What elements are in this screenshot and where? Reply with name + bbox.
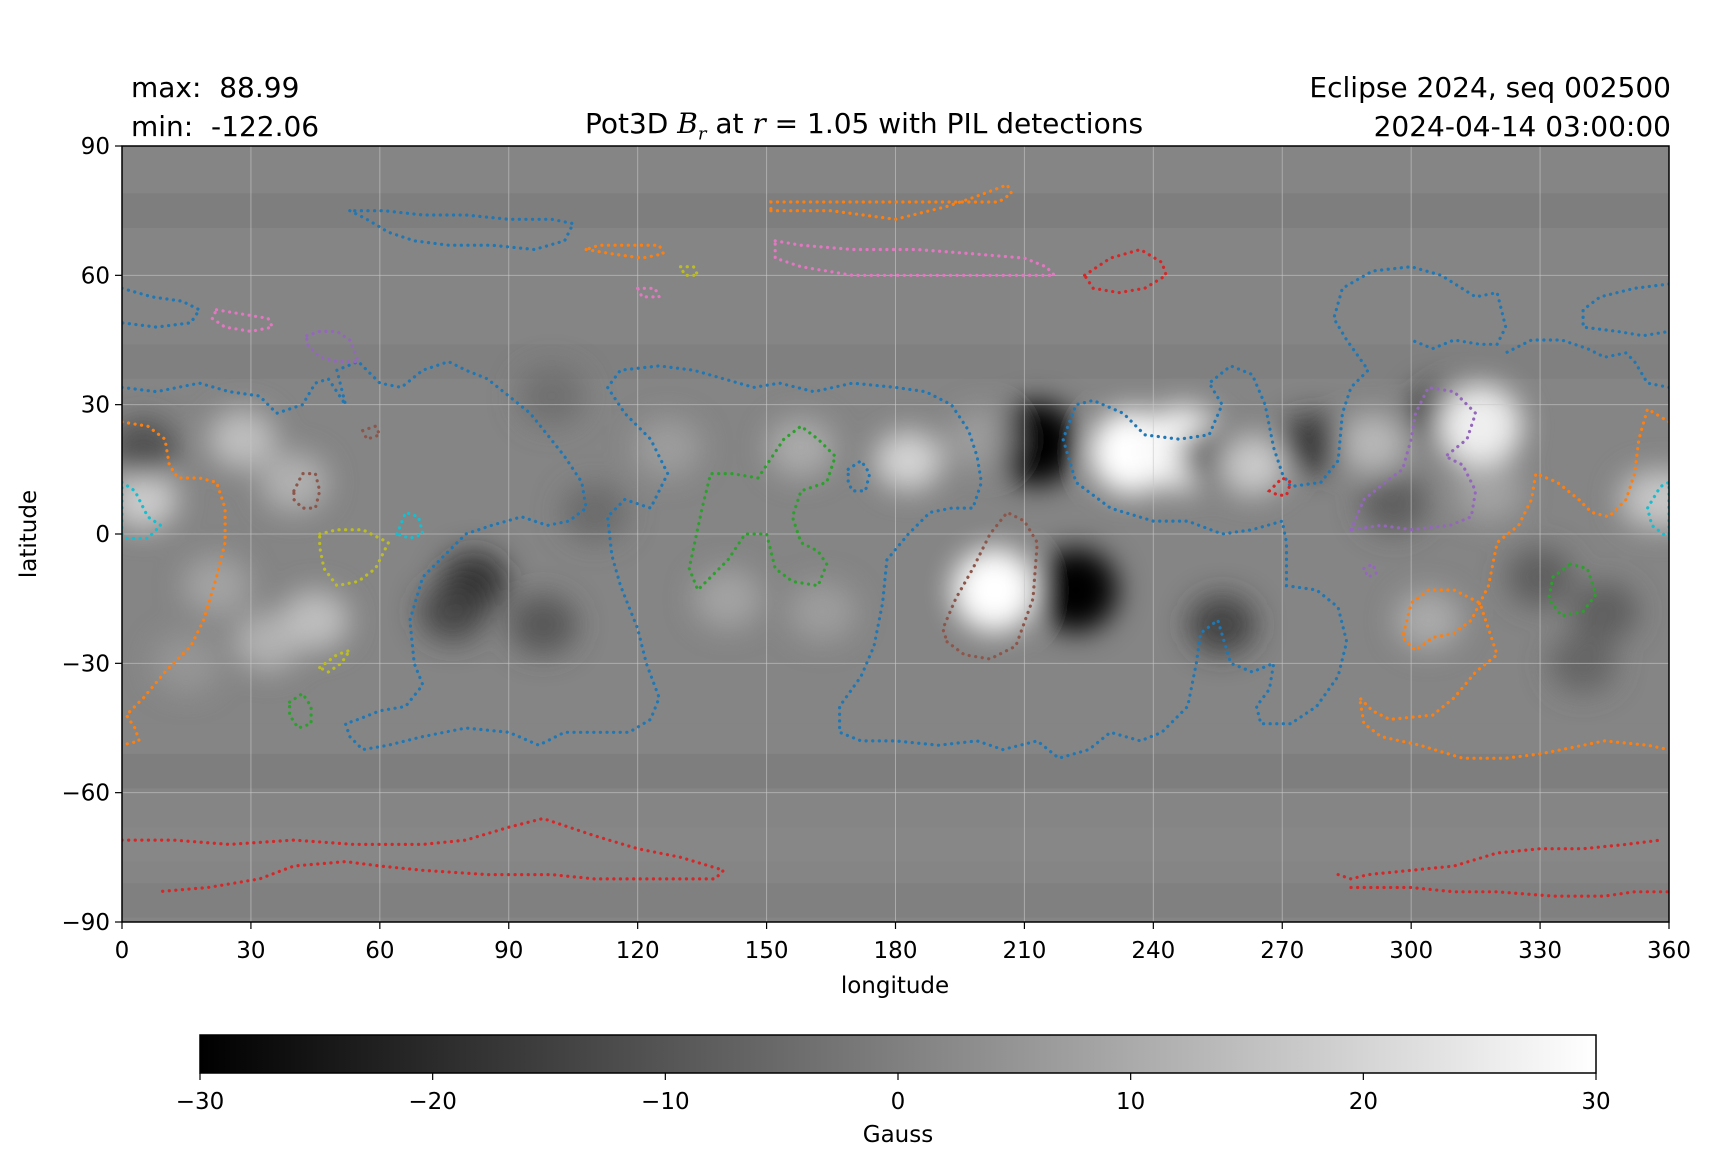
- pil-contour: [348, 209, 576, 252]
- pil-contour: [1348, 385, 1478, 532]
- field-blob: [874, 430, 943, 491]
- colorbar-tick-label: −20: [408, 1089, 457, 1115]
- pil-contour: [1645, 480, 1669, 541]
- x-tick-label: 360: [1647, 938, 1691, 964]
- x-tick-label: 30: [236, 938, 265, 964]
- info-line-1: Eclipse 2024, seq 002500: [1309, 71, 1671, 104]
- pil-contour: [1336, 838, 1663, 881]
- pil-contour: [360, 424, 383, 442]
- y-tick-label: 30: [81, 393, 110, 419]
- x-tick-label: 60: [365, 938, 394, 964]
- field-blob: [1188, 594, 1257, 655]
- field-blob: [122, 417, 178, 478]
- field-blob: [560, 482, 629, 543]
- pil-contour: [1361, 562, 1379, 580]
- title-eq: = 1.05: [765, 107, 870, 140]
- field-blob: [633, 417, 702, 478]
- field-blob: [259, 452, 328, 513]
- x-tick-label: 90: [494, 938, 523, 964]
- min-stat: min: -122.06: [131, 110, 320, 143]
- pil-contour: [122, 816, 727, 894]
- y-tick-label: 90: [81, 134, 110, 160]
- x-tick-label: 0: [115, 938, 130, 964]
- chart-title: Pot3D Br at r = 1.05 with PIL detections: [0, 107, 1728, 145]
- field-blob: [509, 594, 578, 655]
- x-tick-label: 300: [1389, 938, 1433, 964]
- title-suffix: with PIL detections: [869, 107, 1144, 140]
- colorbar-tick-label: 30: [1581, 1089, 1610, 1115]
- pil-contour: [210, 308, 275, 334]
- field-blob: [1359, 473, 1428, 534]
- field-blob: [1570, 581, 1639, 642]
- field-blob: [995, 401, 1080, 486]
- pil-contour: [635, 286, 662, 299]
- pil-contour: [769, 182, 1014, 221]
- colorbar-tick-label: −10: [641, 1089, 690, 1115]
- title-symbol: B: [677, 107, 698, 140]
- x-tick-label: 180: [874, 938, 918, 964]
- pil-contour: [292, 472, 322, 510]
- field-blob: [234, 611, 303, 672]
- pil-contour: [773, 238, 1059, 277]
- field-blob: [947, 409, 1016, 470]
- field-blob: [1338, 413, 1407, 474]
- title-mid: at: [706, 107, 753, 140]
- field-blob: [1033, 548, 1118, 633]
- pil-contour: [1357, 406, 1669, 760]
- y-tick-label: 0: [95, 522, 110, 548]
- pil-contour: [1266, 476, 1293, 497]
- field-blob: [182, 555, 251, 616]
- field-blob: [122, 469, 178, 530]
- field-blob: [1218, 435, 1287, 496]
- colorbar-tick-label: 20: [1349, 1089, 1378, 1115]
- title-var: r: [752, 107, 766, 140]
- title-subscript: r: [697, 123, 707, 145]
- pil-contours: [122, 182, 1669, 898]
- colorbar-label: Gauss: [863, 1122, 933, 1148]
- field-blob: [952, 548, 1037, 633]
- pil-contour: [941, 510, 1039, 661]
- colorbar-gradient: [199, 1034, 1597, 1074]
- pil-contour: [122, 286, 202, 329]
- field-blob: [1278, 413, 1347, 474]
- colorbar: −30 −20 −10 0 10 20 30 Gauss: [176, 1034, 1611, 1148]
- pil-contour: [318, 528, 391, 588]
- field-blob: [1643, 470, 1669, 529]
- field-blob: [693, 568, 762, 629]
- field-blob: [517, 366, 586, 427]
- pil-contour: [846, 458, 872, 493]
- colorbar-tick-label: 10: [1116, 1089, 1145, 1115]
- x-tick-label: 210: [1002, 938, 1046, 964]
- field-blob: [418, 581, 487, 642]
- x-axis: 0 30 60 90 120 150 180 210 240 270 300 330 360: [115, 922, 1691, 964]
- field-blob: [766, 417, 835, 478]
- y-axis-label: latitude: [16, 490, 42, 578]
- x-tick-label: 270: [1260, 938, 1304, 964]
- pil-contour: [1581, 282, 1669, 338]
- x-tick-label: 150: [745, 938, 789, 964]
- max-stat: max: 88.99: [131, 71, 300, 104]
- pil-contour: [394, 510, 425, 540]
- pil-contour: [122, 420, 227, 747]
- y-tick-label: 60: [81, 263, 110, 289]
- colorbar-tick-label: 0: [891, 1089, 906, 1115]
- y-axis: 90 60 30 0 −30 −60 −90: [61, 134, 122, 936]
- pil-contour: [1349, 885, 1669, 898]
- x-tick-label: 240: [1131, 938, 1175, 964]
- x-axis-label: longitude: [841, 973, 949, 999]
- colorbar-tick-label: −30: [176, 1089, 225, 1115]
- title-prefix: Pot3D: [584, 107, 678, 140]
- pil-contour: [678, 265, 701, 277]
- field-blob: [1437, 384, 1522, 469]
- x-tick-label: 330: [1518, 938, 1562, 964]
- x-tick-label: 120: [616, 938, 660, 964]
- pil-contour: [305, 329, 361, 364]
- field-blob: [788, 581, 857, 642]
- y-tick-label: −90: [61, 910, 110, 936]
- y-tick-label: −30: [61, 651, 110, 677]
- field-blob: [208, 409, 277, 470]
- info-line-2: 2024-04-14 03:00:00: [1373, 110, 1671, 143]
- y-tick-label: −60: [61, 781, 110, 807]
